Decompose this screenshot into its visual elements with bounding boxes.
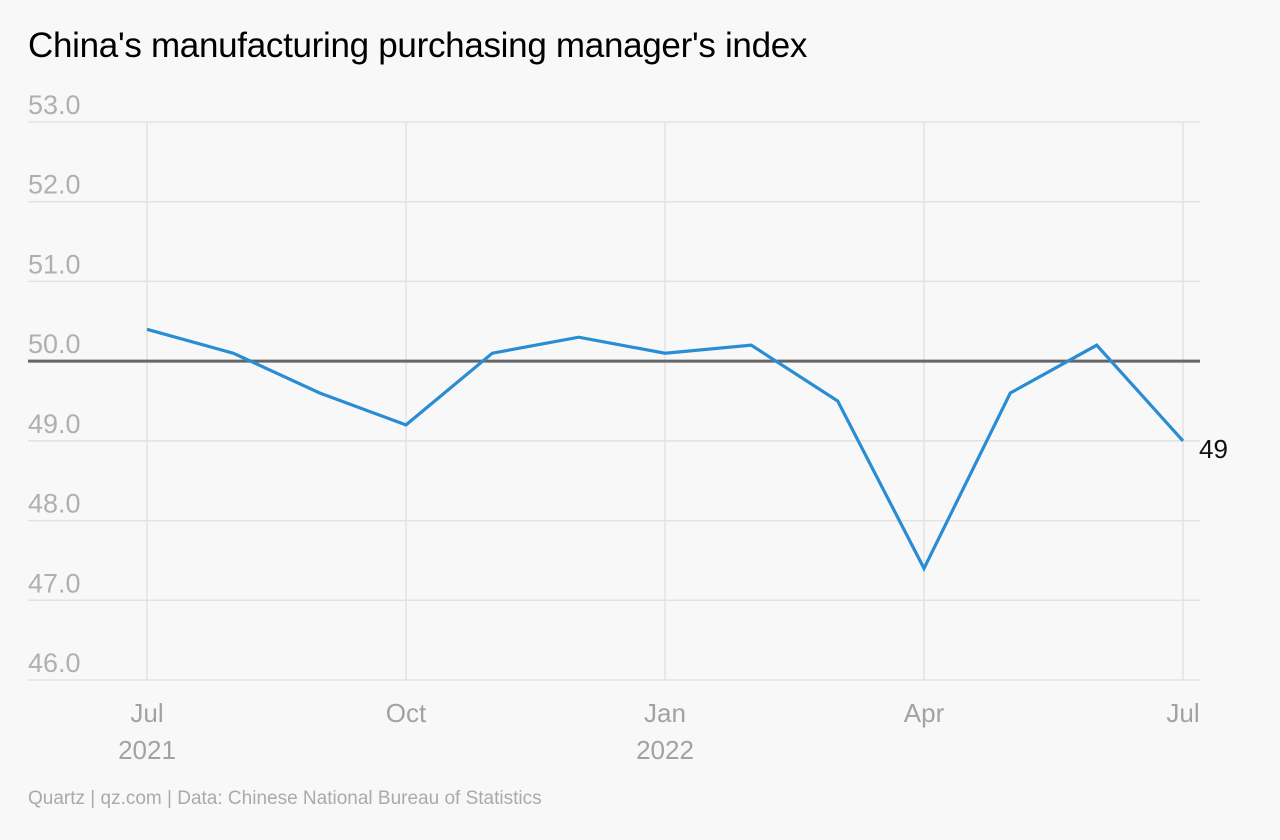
data-point: [1181, 439, 1185, 443]
y-tick-label: 47.0: [28, 568, 81, 598]
y-tick-label: 46.0: [28, 648, 81, 678]
y-tick-label: 51.0: [28, 249, 81, 279]
y-axis: 53.0 52.0 51.0 50.0 49.0 48.0 47.0 46.0: [28, 90, 81, 678]
x-tick-label: Jan: [644, 698, 686, 728]
grid: [28, 121, 1200, 681]
series-group: [145, 327, 1185, 572]
x-tick-label: Jul: [1166, 698, 1199, 728]
data-point: [749, 343, 753, 347]
y-tick-label: 50.0: [28, 329, 81, 359]
source-note: Quartz | qz.com | Data: Chinese National…: [28, 788, 542, 809]
x-axis: Jul 2021 Oct Jan 2022 Apr Jul: [118, 698, 1200, 765]
data-point: [836, 399, 840, 403]
series-line: [146, 327, 1185, 572]
data-point: [1095, 343, 1099, 347]
x-tick-year-label: 2022: [636, 735, 694, 765]
x-tick-label: Jul: [130, 698, 163, 728]
y-tick-label: 52.0: [28, 170, 81, 200]
chart-title: China's manufacturing purchasing manager…: [28, 26, 808, 65]
data-point: [145, 327, 149, 331]
data-point: [1008, 391, 1012, 395]
data-point: [404, 423, 408, 427]
data-point: [318, 391, 322, 395]
end-value-label: 49: [1199, 434, 1228, 464]
y-tick-label: 49.0: [28, 409, 81, 439]
data-point: [663, 351, 667, 355]
x-tick-year-label: 2021: [118, 735, 176, 765]
data-point: [490, 351, 494, 355]
x-tick-label: Apr: [904, 698, 945, 728]
y-tick-label: 48.0: [28, 489, 81, 519]
data-point: [231, 351, 235, 355]
data-point: [922, 566, 926, 570]
data-point: [577, 335, 581, 339]
end-label-group: 49: [1199, 434, 1228, 464]
y-tick-label: 53.0: [28, 90, 81, 120]
x-tick-label: Oct: [386, 698, 427, 728]
